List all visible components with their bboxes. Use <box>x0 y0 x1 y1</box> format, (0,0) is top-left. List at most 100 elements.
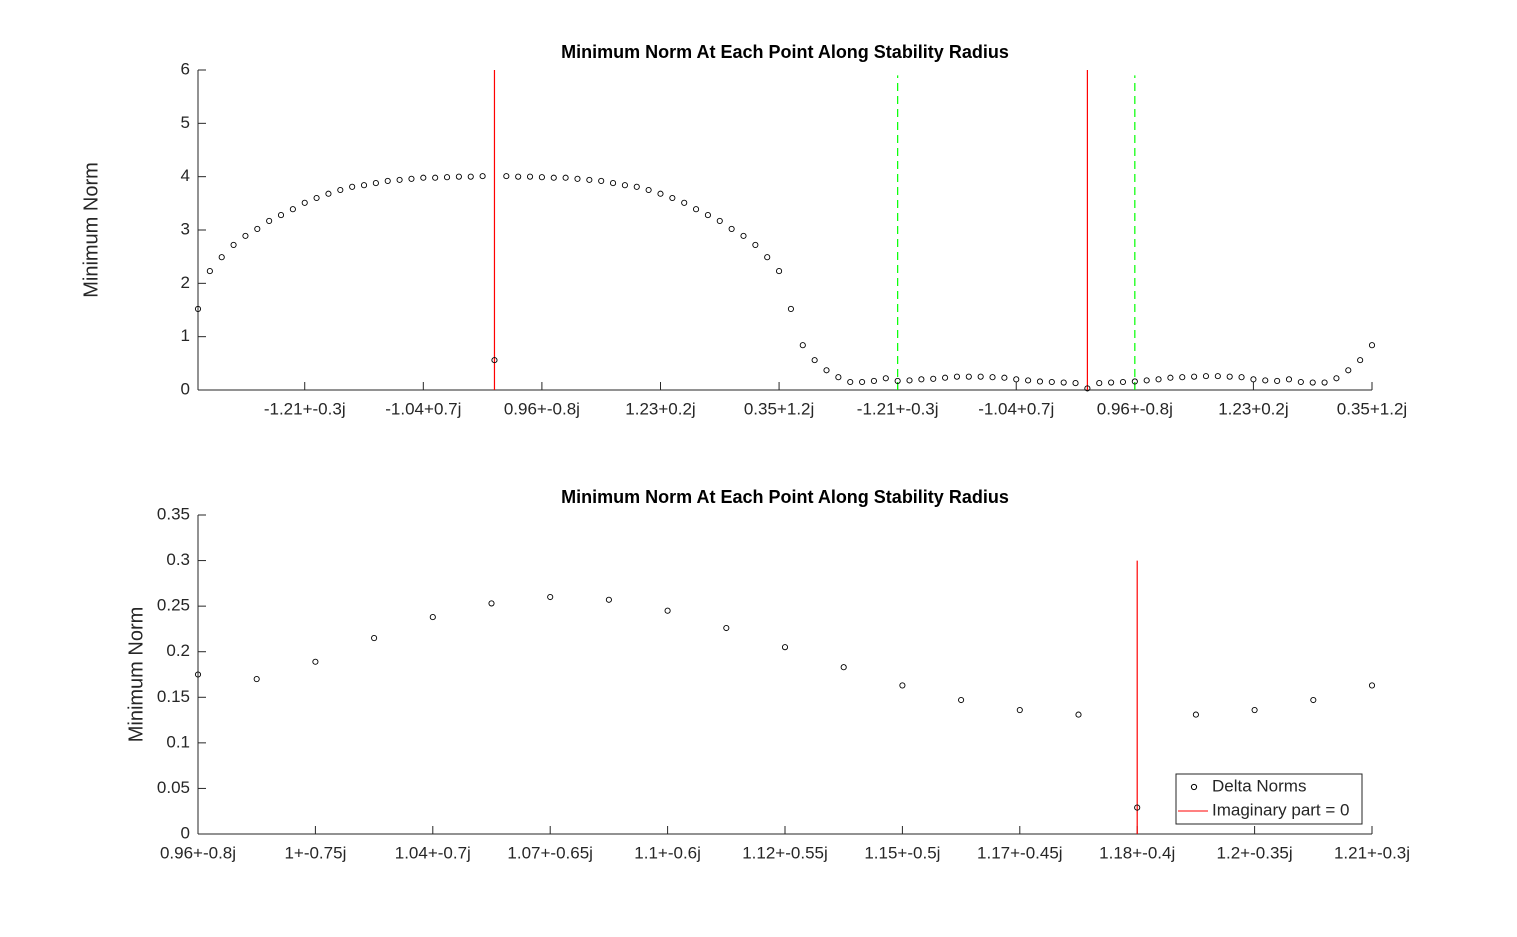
data-point <box>1368 682 1376 689</box>
data-point <box>942 374 949 381</box>
data-point <box>1321 379 1328 386</box>
data-point <box>479 173 486 180</box>
data-point <box>958 696 965 704</box>
x-tick-label: 0.96+-0.8j <box>504 399 580 418</box>
data-point <box>1192 711 1199 718</box>
data-point <box>1250 376 1257 383</box>
x-tick-label: 1.04+-0.7j <box>395 843 471 862</box>
data-point <box>289 206 296 213</box>
data-point <box>301 199 308 206</box>
y-tick-label: 1 <box>181 326 190 345</box>
data-point <box>847 378 854 386</box>
y-tick-label: 0.05 <box>157 778 190 797</box>
data-point <box>787 305 794 312</box>
data-point <box>1131 378 1138 385</box>
data-point <box>870 377 877 384</box>
data-point <box>930 375 937 382</box>
data-point <box>467 173 474 180</box>
data-point <box>859 378 866 386</box>
x-tick-label: 0.35+1.2j <box>744 399 814 418</box>
y-axis-label: Minimum Norm <box>80 162 102 298</box>
data-point <box>977 373 984 380</box>
x-tick-label: 1.12+-0.55j <box>742 843 828 862</box>
data-point <box>882 375 889 382</box>
data-point <box>586 176 593 183</box>
y-tick-label: 4 <box>181 166 190 185</box>
data-point <box>420 174 427 181</box>
data-point <box>550 174 557 181</box>
x-tick-label: 1.23+0.2j <box>1218 399 1288 418</box>
y-tick-label: 2 <box>181 273 190 292</box>
data-point <box>337 186 344 194</box>
data-point <box>840 664 847 671</box>
data-point <box>1143 377 1150 384</box>
data-point <box>1016 706 1023 714</box>
legend-label: Imaginary part = 0 <box>1212 800 1350 819</box>
data-point <box>206 268 213 275</box>
data-point <box>1119 378 1127 386</box>
data-point <box>1048 378 1055 386</box>
y-tick-label: 6 <box>181 59 190 78</box>
data-point <box>657 190 664 197</box>
y-tick-label: 0.25 <box>157 596 190 615</box>
data-point <box>965 373 972 380</box>
data-point <box>799 342 806 349</box>
data-point <box>906 377 913 384</box>
y-tick-label: 5 <box>181 113 190 132</box>
data-point <box>1075 711 1082 718</box>
data-point <box>823 367 830 374</box>
data-point <box>1179 374 1186 381</box>
data-point <box>396 176 403 183</box>
data-point <box>1025 377 1032 384</box>
data-point <box>918 376 925 383</box>
data-point <box>1036 378 1044 385</box>
data-point <box>313 194 320 202</box>
legend-box <box>1175 773 1363 825</box>
data-point <box>574 175 581 182</box>
data-point <box>716 217 723 224</box>
data-point <box>491 357 498 364</box>
data-point <box>621 182 628 189</box>
data-point <box>218 254 225 261</box>
y-tick-label: 0.15 <box>157 687 190 706</box>
chart-title: Minimum Norm At Each Point Along Stabili… <box>561 487 1009 507</box>
data-point <box>605 596 612 603</box>
data-point <box>704 212 711 219</box>
data-point <box>681 199 688 206</box>
data-point <box>312 658 319 665</box>
data-point <box>372 180 379 187</box>
data-point <box>633 183 640 190</box>
data-point <box>1191 373 1198 380</box>
x-tick-label: 1+-0.75j <box>284 843 346 862</box>
x-tick-label: 1.15+-0.5j <box>864 843 940 862</box>
data-point <box>325 190 332 197</box>
x-tick-label: 1.21+-0.3j <box>1334 843 1410 862</box>
data-point <box>371 634 378 642</box>
x-tick-label: -1.04+0.7j <box>978 399 1054 418</box>
data-point <box>1096 380 1103 387</box>
data-point <box>1274 377 1281 384</box>
x-tick-label: 1.1+-0.6j <box>634 843 701 862</box>
data-point <box>776 268 783 275</box>
y-tick-label: 0 <box>181 823 190 842</box>
data-point <box>1309 379 1316 386</box>
y-tick-label: 0.35 <box>157 504 190 523</box>
data-point <box>1202 373 1210 380</box>
chart-title: Minimum Norm At Each Point Along Stabili… <box>561 42 1009 62</box>
y-tick-label: 0.3 <box>166 550 190 569</box>
data-point <box>194 305 202 312</box>
data-point <box>1251 706 1258 714</box>
data-point <box>349 183 356 190</box>
data-point <box>728 225 735 232</box>
x-tick-label: 1.17+-0.45j <box>977 843 1063 862</box>
data-point <box>664 607 671 614</box>
data-point <box>989 374 996 381</box>
data-point <box>835 374 842 381</box>
data-point <box>723 624 730 632</box>
data-point <box>645 186 652 194</box>
data-point <box>1060 379 1067 386</box>
data-point <box>230 241 237 248</box>
data-point <box>526 173 534 180</box>
data-point <box>488 600 495 607</box>
